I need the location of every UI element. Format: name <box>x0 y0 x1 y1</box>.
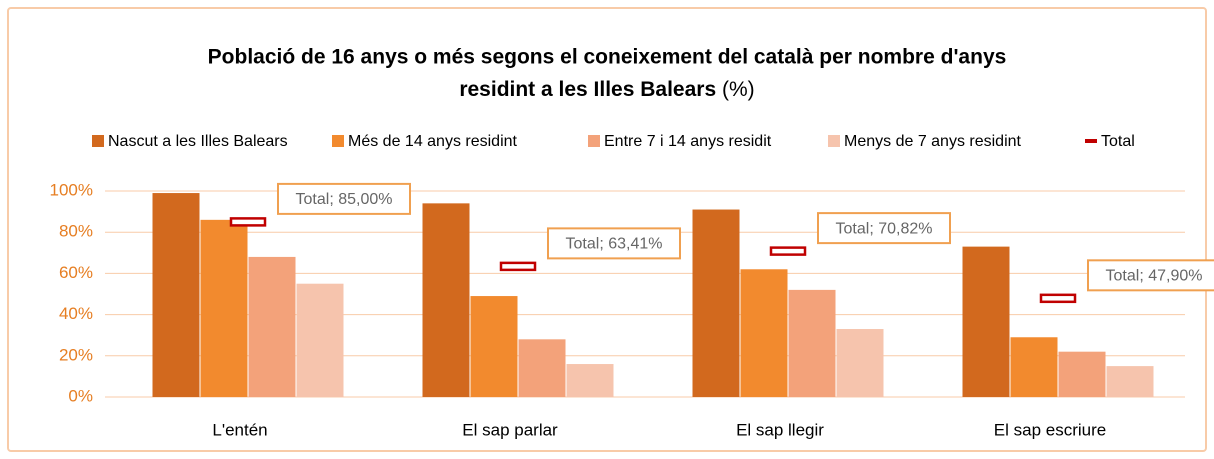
title-part: residint a les Illes Balears <box>459 78 722 101</box>
title-suffix: (%) <box>722 78 755 101</box>
chart-title-line2: residint a les Illes Balears (%) <box>459 78 754 101</box>
chart-title-line1: Població de 16 anys o més segons el cone… <box>208 46 1007 69</box>
legend-label: Nascut a les Illes Balears <box>108 133 288 150</box>
bar <box>1058 351 1106 397</box>
y-tick-label: 20% <box>59 345 93 364</box>
bar <box>962 246 1010 397</box>
total-marker <box>1039 293 1077 304</box>
bar <box>518 339 566 397</box>
bar <box>296 283 344 397</box>
total-marker <box>229 217 267 227</box>
data-label-box <box>1087 259 1214 292</box>
data-label-box <box>277 182 411 215</box>
total-marker <box>769 246 807 256</box>
legend-label: Total <box>1101 133 1135 150</box>
bar <box>788 289 836 397</box>
bar <box>692 209 740 397</box>
y-tick-label: 0% <box>68 386 93 405</box>
bar <box>152 193 200 397</box>
total-marker <box>499 261 537 272</box>
bar <box>1010 337 1058 397</box>
bar <box>200 219 248 397</box>
legend-icon <box>1085 139 1097 143</box>
data-label: Total; 47,90% <box>1106 268 1203 285</box>
x-tick-label: El sap parlar <box>462 420 558 439</box>
x-tick-label: El sap llegir <box>736 420 824 439</box>
y-tick-label: 80% <box>59 222 93 241</box>
data-label: Total; 70,82% <box>836 220 933 237</box>
x-tick-label: El sap escriure <box>994 420 1106 439</box>
data-label: Total; 85,00% <box>296 191 393 208</box>
bar <box>422 203 470 397</box>
legend-label: Més de 14 anys residint <box>348 133 518 150</box>
legend-icon <box>92 135 104 147</box>
legend-label: Menys de 7 anys residint <box>844 133 1022 150</box>
data-label: Total; 63,41% <box>566 236 663 253</box>
bar <box>566 364 614 397</box>
bar <box>836 329 884 397</box>
bar <box>470 296 518 397</box>
bar <box>248 256 296 397</box>
legend-label: Entre 7 i 14 anys residit <box>604 133 772 150</box>
data-label-box <box>547 227 681 260</box>
legend-icon <box>588 135 600 147</box>
y-tick-label: 40% <box>59 304 93 323</box>
y-tick-label: 100% <box>50 180 93 199</box>
legend-icon <box>828 135 840 147</box>
bar <box>1106 366 1154 397</box>
data-label-box <box>817 212 951 245</box>
bar <box>740 269 788 397</box>
x-tick-label: L'entén <box>212 420 267 439</box>
y-tick-label: 60% <box>59 263 93 282</box>
legend-icon <box>332 135 344 147</box>
